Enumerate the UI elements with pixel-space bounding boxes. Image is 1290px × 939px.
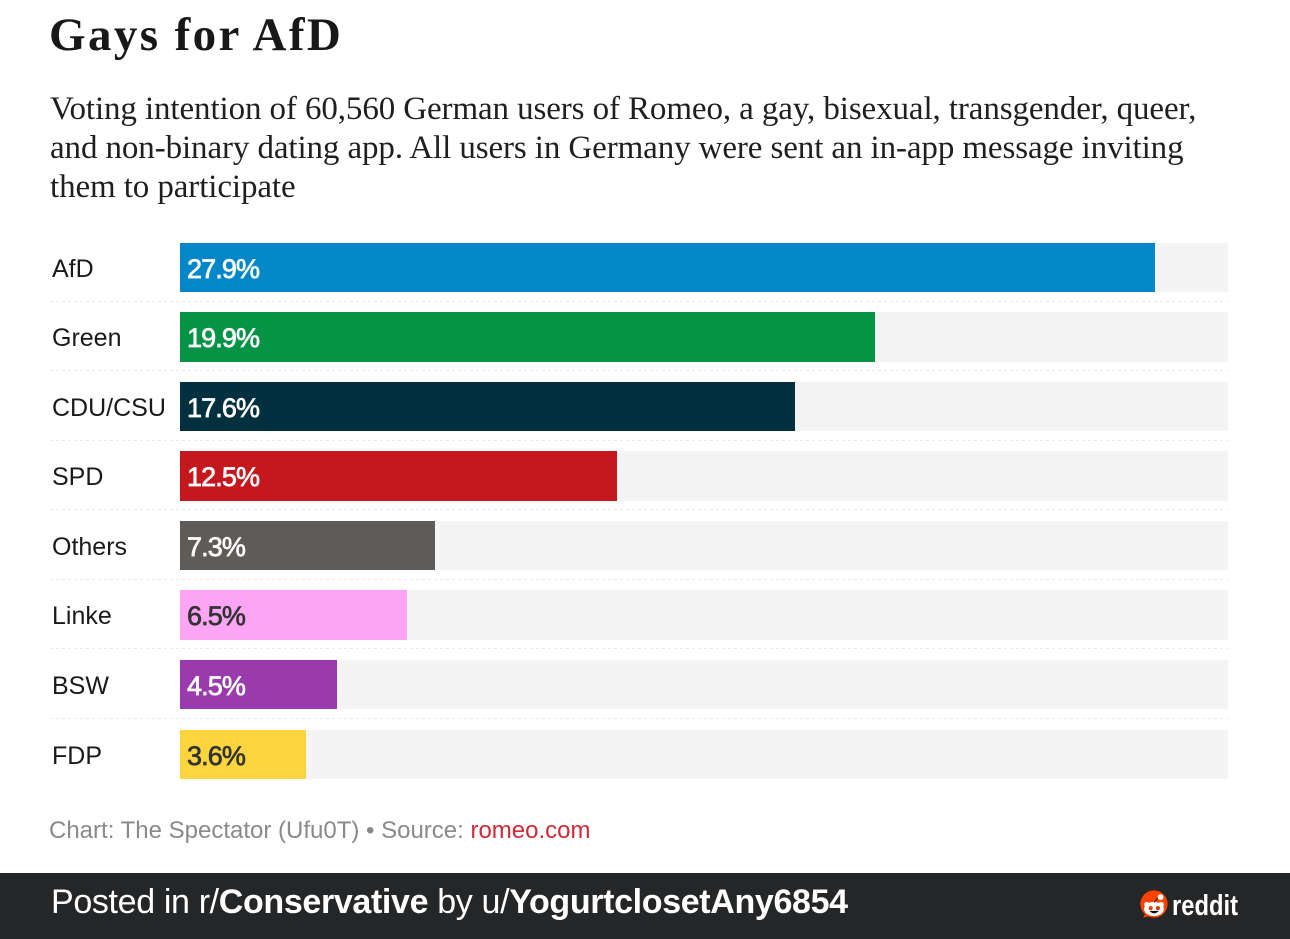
svg-text:reddit: reddit [1172, 890, 1238, 922]
